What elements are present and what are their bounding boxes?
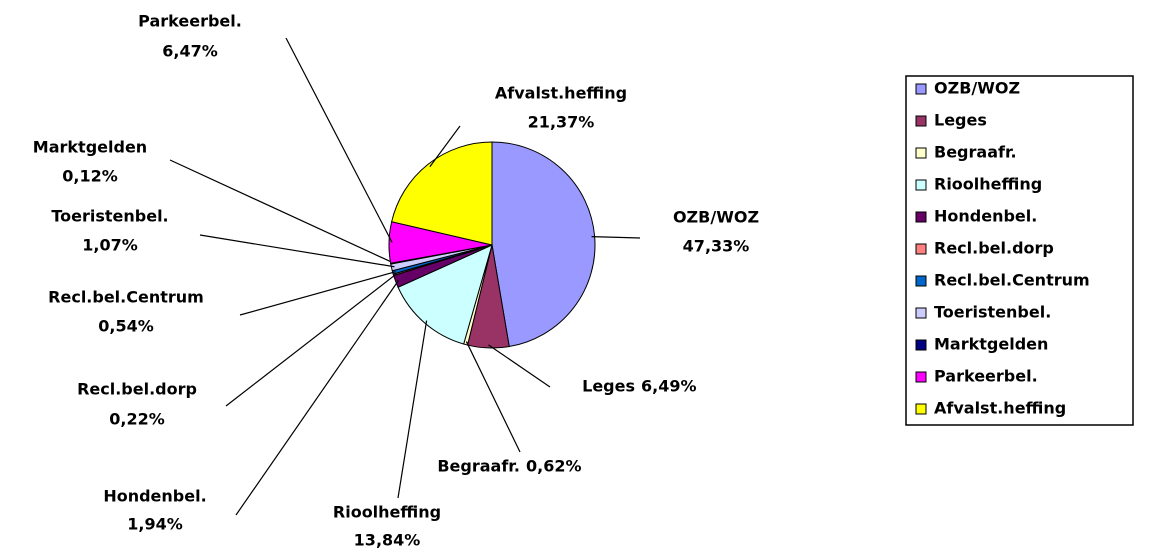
pie-slice bbox=[491, 141, 596, 348]
legend-label: Begraafr. bbox=[934, 143, 1017, 162]
slice-label: Leges bbox=[582, 377, 635, 396]
slice-label: Parkeerbel. bbox=[138, 12, 242, 31]
pie-slice bbox=[391, 141, 493, 246]
legend-swatch bbox=[915, 115, 927, 127]
leader-line bbox=[465, 341, 521, 453]
slice-label: Marktgelden bbox=[33, 138, 147, 157]
legend-label: Marktgelden bbox=[934, 335, 1048, 354]
slice-value-label: 0,54% bbox=[98, 317, 154, 336]
legend-label: Recl.bel.Centrum bbox=[934, 271, 1090, 290]
legend-swatch bbox=[915, 147, 927, 159]
slice-label: Begraafr. bbox=[437, 457, 520, 476]
legend-swatch bbox=[915, 275, 927, 287]
legend-label: Toeristenbel. bbox=[934, 303, 1051, 322]
slice-label: OZB/WOZ bbox=[673, 208, 759, 227]
slice-value-label: 1,94% bbox=[127, 515, 183, 534]
slice-value-label: 0,62% bbox=[526, 457, 582, 476]
legend-swatch bbox=[915, 83, 927, 95]
leader-line bbox=[429, 125, 461, 168]
legend-box bbox=[905, 75, 1134, 426]
legend-swatch bbox=[915, 371, 927, 383]
legend-label: Recl.bel.dorp bbox=[934, 239, 1054, 258]
slice-label: Hondenbel. bbox=[103, 487, 206, 506]
slice-value-label: 1,07% bbox=[82, 236, 138, 255]
legend-swatch bbox=[915, 211, 927, 223]
slice-label: Afvalst.heffing bbox=[495, 84, 627, 103]
legend-label: Rioolheffing bbox=[934, 175, 1042, 194]
leader-line bbox=[285, 37, 393, 243]
leader-line bbox=[169, 159, 394, 264]
slice-label: Toeristenbel. bbox=[51, 207, 168, 226]
legend-swatch bbox=[915, 307, 927, 319]
slice-label: Recl.bel.dorp bbox=[77, 380, 197, 399]
legend-swatch bbox=[915, 243, 927, 255]
leader-line bbox=[199, 234, 395, 268]
leader-line bbox=[225, 273, 397, 407]
legend-label: Parkeerbel. bbox=[934, 367, 1038, 386]
slice-value-label: 13,84% bbox=[354, 531, 421, 550]
slice-value-label: 0,22% bbox=[109, 410, 165, 429]
leader-line bbox=[488, 344, 551, 388]
leader-line bbox=[397, 320, 428, 499]
pie-slice bbox=[397, 244, 493, 345]
legend-label: OZB/WOZ bbox=[934, 79, 1020, 98]
slice-value-label: 6,47% bbox=[162, 42, 218, 61]
legend-label: Hondenbel. bbox=[934, 207, 1037, 226]
legend-swatch bbox=[915, 339, 927, 351]
slice-value-label: 21,37% bbox=[528, 113, 595, 132]
legend-swatch bbox=[915, 179, 927, 191]
leader-line bbox=[239, 271, 396, 316]
slice-label: Rioolheffing bbox=[333, 503, 441, 522]
slice-value-label: 6,49% bbox=[641, 377, 697, 396]
leader-line bbox=[235, 280, 400, 516]
leader-line bbox=[591, 236, 641, 239]
slice-label: Recl.bel.Centrum bbox=[48, 288, 204, 307]
slice-value-label: 0,12% bbox=[62, 167, 118, 186]
legend-label: Afvalst.heffing bbox=[934, 399, 1066, 418]
legend-swatch bbox=[915, 403, 927, 415]
slice-value-label: 47,33% bbox=[683, 237, 750, 256]
legend-label: Leges bbox=[934, 111, 987, 130]
